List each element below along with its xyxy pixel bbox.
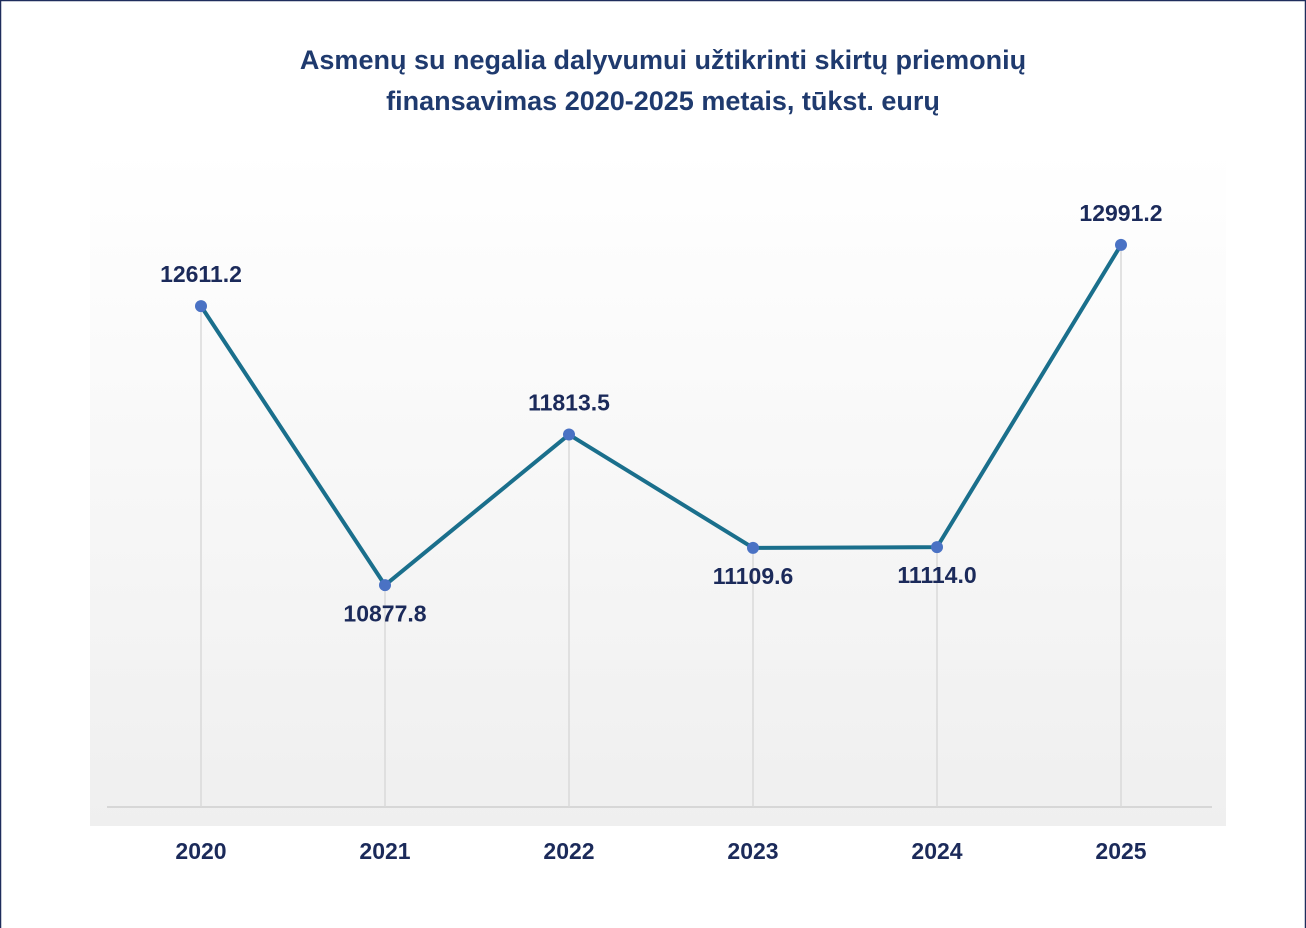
marker — [563, 428, 575, 441]
x-tick-label: 2024 — [911, 838, 962, 864]
x-tick-label: 2022 — [543, 838, 594, 864]
x-tick-label: 2023 — [727, 838, 778, 864]
marker — [379, 579, 391, 592]
data-label: 11109.6 — [713, 563, 794, 589]
data-label: 11813.5 — [528, 390, 610, 416]
x-tick-label: 2025 — [1095, 838, 1146, 864]
line — [199, 243, 1123, 588]
marker — [1115, 238, 1127, 251]
chart-title: Asmenų su negalia dalyvumui užtikrinti s… — [300, 45, 1026, 75]
data-label: 10877.8 — [343, 600, 426, 626]
marker — [195, 300, 207, 313]
x-tick-label: 2021 — [359, 838, 410, 864]
data-label: 12991.2 — [1079, 200, 1162, 226]
data-label: 12611.2 — [160, 261, 242, 287]
data-label: 11114.0 — [897, 562, 976, 588]
marker — [931, 541, 943, 554]
x-tick-label: 2020 — [175, 838, 226, 864]
marker — [747, 541, 759, 554]
chart-title: finansavimas 2020-2025 metais, tūkst. eu… — [386, 86, 940, 116]
